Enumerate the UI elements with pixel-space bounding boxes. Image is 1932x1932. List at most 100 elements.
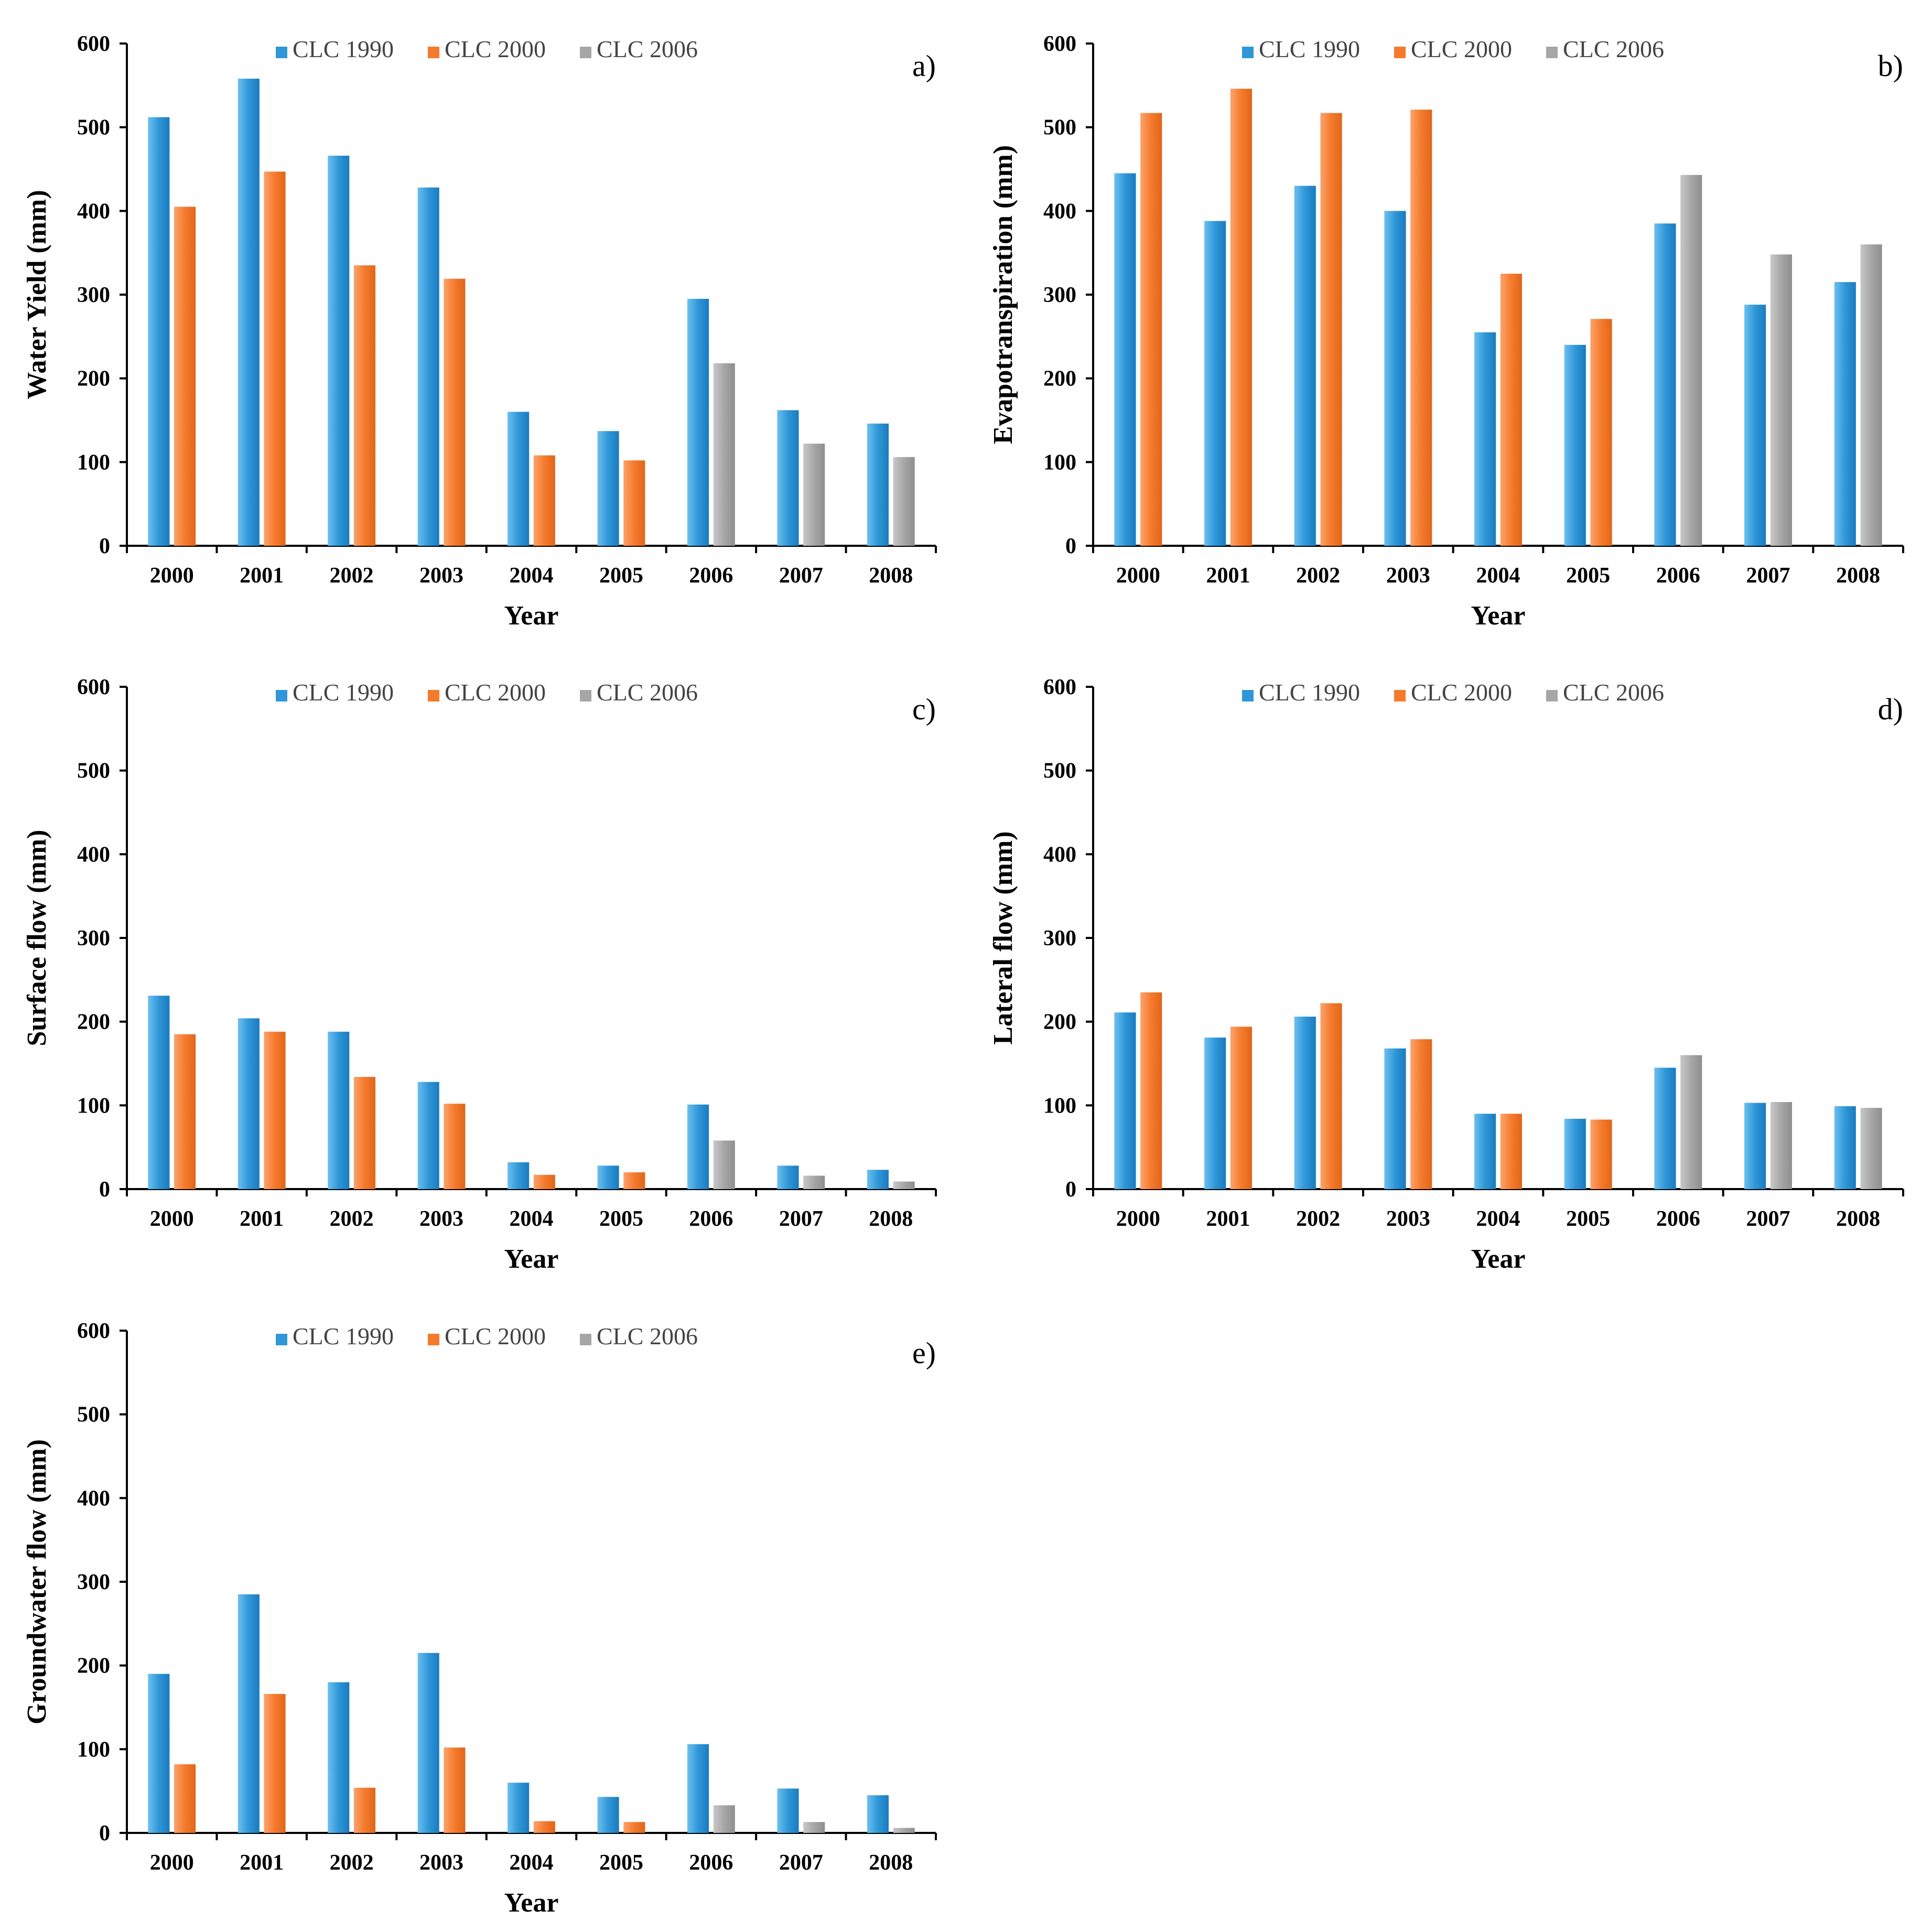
legend-label: CLC 2006 [1563,679,1664,706]
bar-2007-clc-2006 [803,1822,825,1833]
bar-2001-clc-2000 [1230,1027,1252,1189]
bar-2006-clc-1990 [1654,1067,1676,1189]
bar-2004-clc-2000 [533,1174,555,1189]
x-axis-label: Year [504,1888,559,1918]
x-axis-label: Year [1471,601,1526,631]
x-tick-label: 2004 [510,1851,554,1875]
y-tick-label: 100 [77,1737,110,1762]
bar-2002-clc-1990 [328,155,350,546]
bar-2001-clc-1990 [1204,221,1226,546]
chart-panel-d: 0 100 200 300 400 500 600 2000 2001 2002 2003 2004 2… [988,675,1904,1274]
y-tick-label: 400 [77,199,110,223]
bar-2003-clc-2000 [444,1104,466,1189]
x-tick-label: 2007 [1746,1207,1790,1231]
legend-swatch [580,1334,591,1345]
x-tick-label: 2002 [1296,1207,1340,1231]
bar-2007-clc-1990 [777,410,799,546]
y-tick-label: 300 [77,283,110,307]
bar-2001-clc-1990 [1204,1038,1226,1189]
y-tick-label: 0 [99,1821,110,1845]
bar-2007-clc-2006 [803,1175,825,1189]
x-tick-label: 2006 [1656,1207,1700,1231]
x-tick-label: 2007 [779,1207,823,1231]
x-tick-label: 2008 [869,1851,913,1875]
bar-2004-clc-2000 [1500,1114,1522,1189]
y-tick-label: 0 [1065,534,1076,558]
x-tick-label: 2006 [689,564,733,588]
panel-label: d) [1878,692,1903,726]
x-tick-label: 2002 [330,1207,374,1231]
bar-2004-clc-1990 [508,1783,530,1833]
chart-panel-e: 0 100 200 300 400 500 600 2000 2001 2002 2003 2004 2… [22,1319,937,1918]
y-tick-label: 400 [1043,199,1076,223]
legend-swatch [276,1334,287,1345]
bar-2006-clc-1990 [687,1104,709,1189]
bar-2003-clc-1990 [1384,211,1406,546]
y-tick-label: 300 [1043,926,1076,951]
legend-label: CLC 2000 [1411,36,1512,62]
x-tick-label: 2005 [599,564,643,588]
y-axis-label: Evapotranspiration (mm) [988,145,1018,445]
x-tick-label: 2006 [689,1851,733,1875]
legend-swatch [1546,690,1558,701]
x-axis-label: Year [504,601,559,631]
y-tick-label: 300 [1043,283,1076,307]
y-tick-label: 200 [1043,367,1076,391]
y-axis-label: Surface flow (mm) [22,830,52,1046]
y-tick-label: 400 [77,843,110,867]
bar-2001-clc-2000 [264,1031,286,1189]
legend-label: CLC 2000 [1411,679,1512,706]
y-tick-label: 200 [77,1654,110,1678]
chart-panel-c: 0 100 200 300 400 500 600 2000 2001 2002 2003 2004 2… [22,675,937,1274]
bar-2003-clc-2000 [444,278,466,546]
bar-2006-clc-1990 [687,1744,709,1833]
y-tick-label: 400 [77,1486,110,1510]
y-tick-label: 0 [1065,1178,1076,1202]
bar-2001-clc-1990 [238,1018,260,1189]
bar-2005-clc-2000 [623,1172,645,1189]
bar-2000-clc-2000 [1140,113,1162,546]
bar-2006-clc-2006 [713,1140,735,1189]
legend-label: CLC 1990 [293,1323,394,1350]
bar-2003-clc-2000 [1410,110,1432,546]
x-tick-label: 2006 [689,1207,733,1231]
x-tick-label: 2007 [779,1851,823,1875]
bar-2004-clc-1990 [508,1162,530,1189]
bar-2005-clc-1990 [1564,1118,1586,1189]
y-tick-label: 500 [77,759,110,783]
legend-swatch [276,47,287,58]
x-tick-label: 2001 [240,564,284,588]
y-tick-label: 300 [77,926,110,951]
bar-2002-clc-1990 [1294,1017,1316,1189]
x-tick-label: 2001 [240,1207,284,1231]
y-tick-label: 600 [77,1319,110,1343]
x-tick-label: 2004 [510,1207,554,1231]
bar-2001-clc-1990 [238,1594,260,1833]
bar-2008-clc-1990 [867,1170,889,1189]
bar-2005-clc-1990 [1564,344,1586,546]
legend-swatch [1242,47,1254,58]
bar-2003-clc-1990 [1384,1048,1406,1189]
y-tick-label: 0 [99,1178,110,1202]
legend-label: CLC 2006 [597,679,698,706]
x-tick-label: 2005 [599,1851,643,1875]
bar-2006-clc-2006 [1680,175,1702,546]
bar-2002-clc-1990 [328,1682,350,1833]
x-tick-label: 2003 [419,1851,463,1875]
x-tick-label: 2008 [869,1207,913,1231]
bar-2002-clc-1990 [1294,186,1316,546]
x-tick-label: 2002 [1296,564,1340,588]
legend-swatch [428,1334,439,1345]
bar-2008-clc-2006 [893,1181,915,1189]
bar-2005-clc-1990 [597,431,619,546]
bar-2003-clc-1990 [417,1082,439,1189]
legend-swatch [580,47,591,58]
bar-2002-clc-1990 [328,1031,350,1189]
bar-2005-clc-2000 [623,460,645,546]
legend-label: CLC 2000 [445,1323,546,1350]
x-axis-label: Year [504,1244,559,1274]
panel-label: a) [912,49,936,83]
y-tick-label: 400 [1043,843,1076,867]
bar-2003-clc-2000 [1410,1039,1432,1189]
